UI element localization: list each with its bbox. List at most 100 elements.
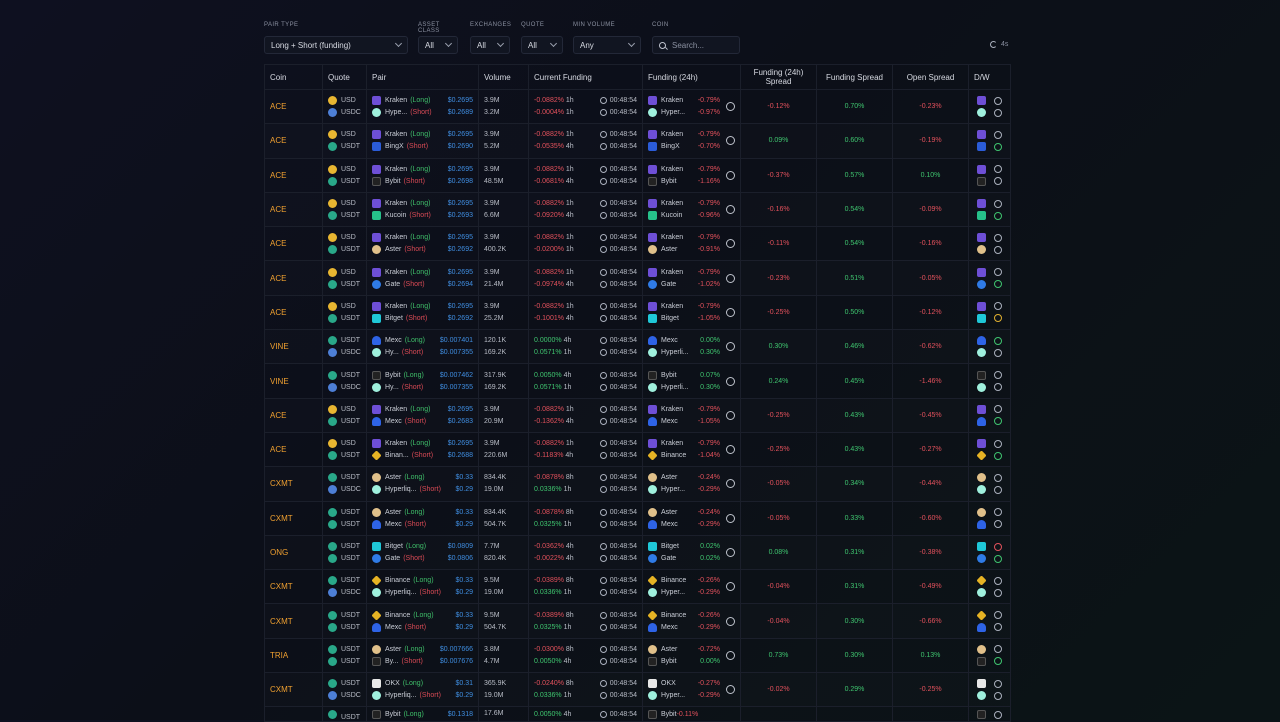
- history-icon[interactable]: [726, 307, 735, 317]
- pair-line[interactable]: Bybit (Short) $0.2698: [372, 176, 473, 186]
- history-icon[interactable]: [726, 136, 735, 146]
- status-icon[interactable]: [994, 508, 1002, 517]
- history-icon[interactable]: [726, 205, 735, 215]
- pair-line[interactable]: Binance (Long) $0.33: [372, 576, 473, 586]
- pair-line[interactable]: Bybit (Long) $0.007462: [372, 370, 473, 380]
- coin-symbol[interactable]: ACE: [270, 273, 287, 283]
- coin-symbol[interactable]: CXMT: [270, 685, 293, 695]
- status-icon[interactable]: [994, 245, 1002, 254]
- history-icon[interactable]: [726, 548, 735, 557]
- column-header[interactable]: Funding (24h) Spread: [740, 64, 817, 90]
- status-icon[interactable]: [994, 280, 1002, 289]
- status-icon[interactable]: [994, 451, 1002, 460]
- status-icon[interactable]: [994, 405, 1002, 414]
- table-row[interactable]: CXMT USDT USDT Aster (Long) $0.33 Mexc (Short) $…: [264, 500, 1011, 536]
- coin-symbol[interactable]: ACE: [270, 410, 287, 420]
- status-icon[interactable]: [994, 371, 1002, 380]
- pair-line[interactable]: Kraken (Long) $0.2695: [372, 301, 473, 311]
- exchanges-select[interactable]: All: [470, 36, 510, 54]
- status-icon[interactable]: [994, 473, 1002, 482]
- pair-line[interactable]: Kraken (Long) $0.2695: [372, 130, 473, 140]
- column-header[interactable]: Coin: [264, 64, 323, 90]
- pair-line[interactable]: Hyperliq... (Short) $0.29: [372, 691, 473, 701]
- coin-symbol[interactable]: TRIA: [270, 650, 289, 660]
- refresh-button[interactable]: 4s: [990, 41, 1008, 48]
- status-icon[interactable]: [994, 417, 1002, 426]
- history-icon[interactable]: [726, 685, 735, 695]
- history-icon[interactable]: [726, 513, 735, 523]
- status-icon[interactable]: [994, 233, 1002, 242]
- pair-line[interactable]: Aster (Short) $0.2692: [372, 245, 473, 255]
- coin-symbol[interactable]: ACE: [270, 307, 287, 317]
- status-icon[interactable]: [994, 657, 1002, 666]
- pair-line[interactable]: Gate (Short) $0.2694: [372, 279, 473, 289]
- history-icon[interactable]: [726, 410, 735, 420]
- pair-line[interactable]: Gate (Short) $0.0806: [372, 554, 473, 563]
- table-row[interactable]: CXMT USDT USDC OKX (Long) $0.31 Hyperliq... (Sh…: [264, 672, 1011, 708]
- coin-symbol[interactable]: ACE: [270, 102, 287, 112]
- column-header[interactable]: Open Spread: [892, 64, 969, 90]
- pair-line[interactable]: BingX (Short) $0.2690: [372, 142, 473, 152]
- status-icon[interactable]: [994, 623, 1002, 632]
- pair-line[interactable]: Aster (Long) $0.33: [372, 473, 473, 483]
- table-row[interactable]: ACE USD USDT Kraken (Long) $0.2695 Binan... (Sh…: [264, 431, 1011, 468]
- history-icon[interactable]: [726, 650, 735, 660]
- status-icon[interactable]: [994, 542, 1002, 551]
- table-row[interactable]: ACE USD USDT Kraken (Long) $0.2695 Gate (Short)…: [264, 260, 1011, 296]
- coin-symbol[interactable]: ACE: [270, 170, 287, 180]
- status-icon[interactable]: [994, 679, 1002, 688]
- table-row[interactable]: ONG USDT USDT Bitget (Long) $0.0809 Gate (Short…: [264, 534, 1011, 571]
- column-header[interactable]: Volume: [478, 64, 529, 90]
- coin-symbol[interactable]: VINE: [270, 376, 289, 386]
- pair-line[interactable]: OKX (Long) $0.31: [372, 679, 473, 689]
- table-row[interactable]: TRIA USDT USDT Aster (Long) $0.007666 By... (Sh…: [264, 637, 1011, 674]
- pair-line[interactable]: Mexc (Short) $0.2683: [372, 416, 473, 426]
- table-row[interactable]: ACE USD USDT Kraken (Long) $0.2695 Bitget (Shor…: [264, 294, 1011, 331]
- coin-symbol[interactable]: CXMT: [270, 582, 293, 592]
- status-icon[interactable]: [994, 199, 1002, 208]
- status-icon[interactable]: [994, 588, 1002, 597]
- pair-line[interactable]: Aster (Long) $0.007666: [372, 644, 473, 654]
- asset-class-select[interactable]: All: [418, 36, 458, 54]
- pair-line[interactable]: Kraken (Long) $0.2695: [372, 233, 473, 243]
- status-icon[interactable]: [994, 710, 1002, 719]
- pair-line[interactable]: Hype... (Short) $0.2689: [372, 108, 473, 118]
- history-icon[interactable]: [726, 239, 735, 249]
- column-header[interactable]: Funding Spread: [816, 64, 893, 90]
- column-header[interactable]: Pair: [366, 64, 479, 90]
- column-header[interactable]: D/W: [968, 64, 1011, 90]
- coin-symbol[interactable]: CXMT: [270, 616, 293, 626]
- pair-line[interactable]: Kraken (Long) $0.2695: [372, 199, 473, 209]
- status-icon[interactable]: [994, 314, 1002, 323]
- pair-line[interactable]: Hy... (Short) $0.007355: [372, 382, 473, 392]
- status-icon[interactable]: [994, 130, 1002, 139]
- table-row[interactable]: CXMT USDT USDC Binance (Long) $0.33 Hyperliq..…: [264, 569, 1011, 605]
- table-row[interactable]: ACE USD USDT Kraken (Long) $0.2695 Kucoin (Shor…: [264, 191, 1011, 228]
- table-row[interactable]: ACE USD USDT Kraken (Long) $0.2695 Bybit (Short…: [264, 157, 1011, 193]
- table-row[interactable]: ACE USD USDC Kraken (Long) $0.2695 Hype... (Sho…: [264, 88, 1011, 125]
- pair-line[interactable]: Mexc (Long) $0.007401: [372, 336, 473, 346]
- status-icon[interactable]: [994, 336, 1002, 345]
- coin-search-input[interactable]: Search...: [652, 36, 740, 54]
- status-icon[interactable]: [994, 611, 1002, 620]
- pair-line[interactable]: Kraken (Long) $0.2695: [372, 96, 473, 106]
- pair-line[interactable]: Aster (Long) $0.33: [372, 507, 473, 517]
- status-icon[interactable]: [994, 177, 1002, 186]
- history-icon[interactable]: [726, 582, 735, 592]
- status-icon[interactable]: [994, 302, 1002, 311]
- status-icon[interactable]: [994, 520, 1002, 529]
- status-icon[interactable]: [994, 383, 1002, 392]
- status-icon[interactable]: [994, 142, 1002, 151]
- quote-select[interactable]: All: [521, 36, 563, 54]
- status-icon[interactable]: [994, 485, 1002, 494]
- pair-line[interactable]: Hyperliq... (Short) $0.29: [372, 588, 473, 598]
- history-icon[interactable]: [726, 102, 735, 112]
- history-icon[interactable]: [726, 342, 735, 352]
- history-icon[interactable]: [726, 445, 735, 455]
- history-icon[interactable]: [726, 616, 735, 626]
- pair-line[interactable]: Kucoin (Short) $0.2693: [372, 211, 473, 221]
- coin-symbol[interactable]: CXMT: [270, 479, 293, 489]
- pair-line[interactable]: Bitget (Short) $0.2692: [372, 313, 473, 323]
- status-icon[interactable]: [994, 348, 1002, 357]
- coin-symbol[interactable]: CXMT: [270, 513, 293, 523]
